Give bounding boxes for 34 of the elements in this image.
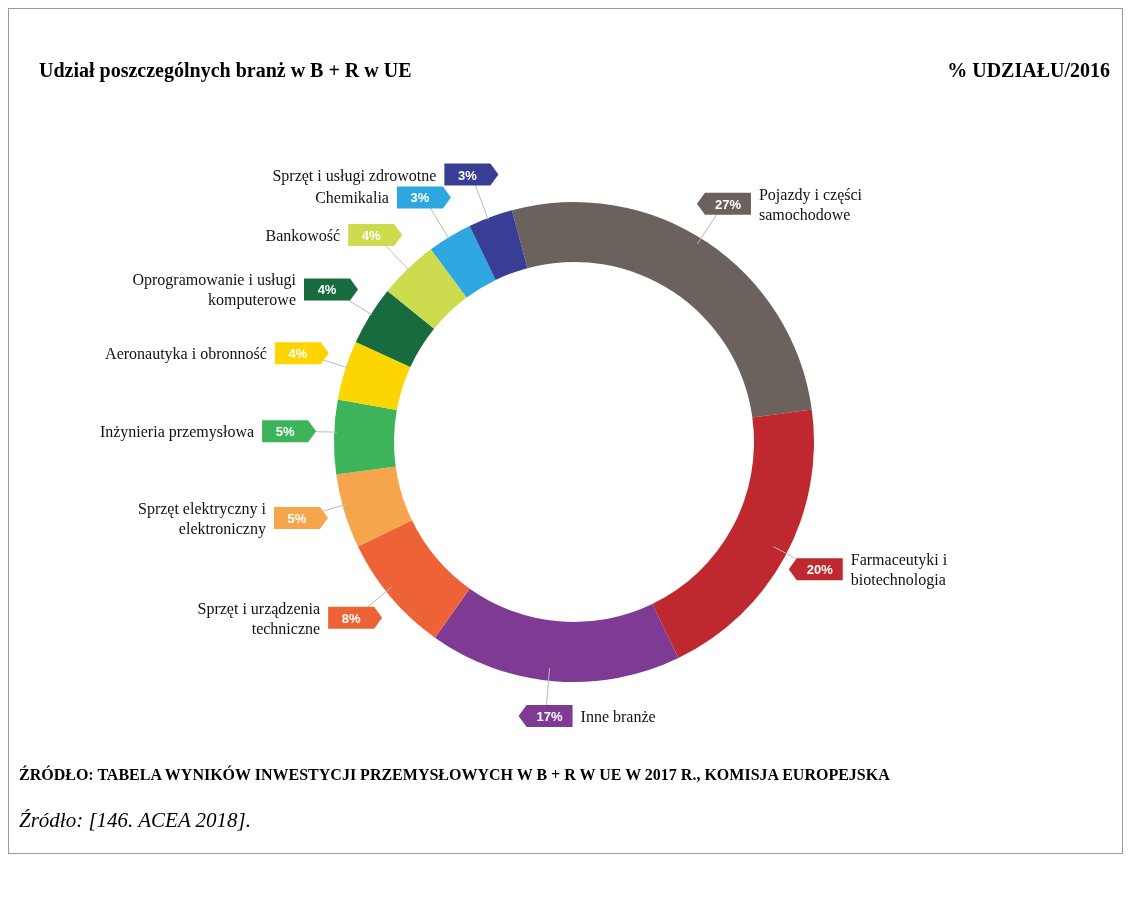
data-label: 4% (361, 227, 382, 243)
donut-slice (387, 249, 467, 329)
slice-label: Inne branże (580, 708, 656, 726)
donut-slice (355, 290, 435, 368)
slice-label: Pojazdy i części samochodowe (758, 185, 863, 223)
data-label: 3% (458, 167, 478, 183)
legend-label: Aeronautyka i obronność (105, 345, 267, 364)
legend-label: Sprzęt i usługi zdrowotne (272, 166, 437, 185)
data-label: 4% (288, 346, 308, 362)
donut-slice (334, 399, 397, 475)
chart-title: Udział poszczególnych branż w B + R w UE (39, 59, 412, 82)
legend-label: Inżynieria przemysłowa (99, 423, 255, 442)
legend-label: Oprogramowanie i usługi komputerowe (132, 271, 297, 310)
data-label: 5% (287, 510, 307, 526)
legend-label: Bankowość (265, 226, 341, 244)
donut-slice (430, 225, 496, 298)
donut-slice (469, 210, 528, 280)
legend-label: Chemikalia (315, 189, 389, 207)
data-label: 27% (714, 196, 742, 212)
data-label: 5% (275, 424, 295, 440)
data-label: 17% (536, 709, 564, 725)
donut-slice (337, 342, 411, 411)
data-label: 3% (410, 190, 430, 206)
text: % UDZIAŁU/2016 (947, 59, 1110, 82)
text: ŹRÓDŁO: TABELA WYNIKÓW INWESTYCJI PRZEMYSŁOWYCH W B + R W UE W 2017 R., KOMISJA EUROPEJSKA (18, 764, 891, 785)
data-label: 4% (317, 282, 337, 298)
donut-slice (336, 466, 412, 547)
text: Źródło: [146. ACEA 2018]. (18, 807, 252, 834)
donut-slice (434, 588, 679, 682)
legend-label: Sprzęt elektryczny i elektroniczny (138, 499, 267, 538)
data-label: 20% (806, 562, 834, 578)
slice-label: Farmaceutyki i biotechnologia (850, 551, 948, 590)
legend-label: Sprzęt i urządzenia techniczne (197, 599, 321, 637)
data-label: 8% (341, 610, 361, 626)
